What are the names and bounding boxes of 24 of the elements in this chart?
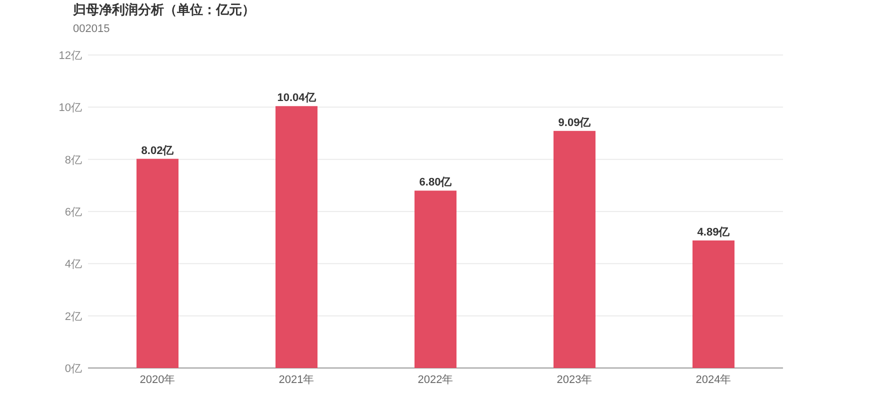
data-label: 6.80亿: [419, 176, 453, 189]
x-tick-label: 2020年: [140, 374, 176, 386]
x-tick-label: 2024年: [696, 374, 732, 386]
bar: [692, 240, 734, 368]
y-tick-label: 6亿: [64, 206, 82, 218]
data-label: 8.02亿: [141, 144, 175, 157]
y-tick-label: 8亿: [64, 154, 82, 166]
bar: [554, 130, 596, 368]
x-tick-label: 2023年: [556, 374, 592, 386]
y-tick-label: 10亿: [58, 102, 82, 114]
y-tick-label: 4亿: [64, 258, 82, 271]
bar: [276, 106, 318, 368]
chart-title: 归母净利润分析（单位：亿元）: [72, 2, 255, 17]
y-tick-label: 0亿: [64, 363, 82, 375]
bar: [414, 190, 456, 368]
data-label: 4.89亿: [697, 226, 731, 238]
y-tick-label: 2亿: [64, 310, 82, 323]
y-tick-label: 12亿: [58, 50, 82, 62]
x-tick-label: 2022年: [418, 374, 454, 386]
data-label: 10.04亿: [277, 92, 317, 104]
data-label: 9.09亿: [558, 116, 592, 129]
x-tick-label: 2021年: [278, 374, 314, 386]
bar: [136, 158, 178, 368]
chart-subtitle: 002015: [73, 23, 110, 35]
